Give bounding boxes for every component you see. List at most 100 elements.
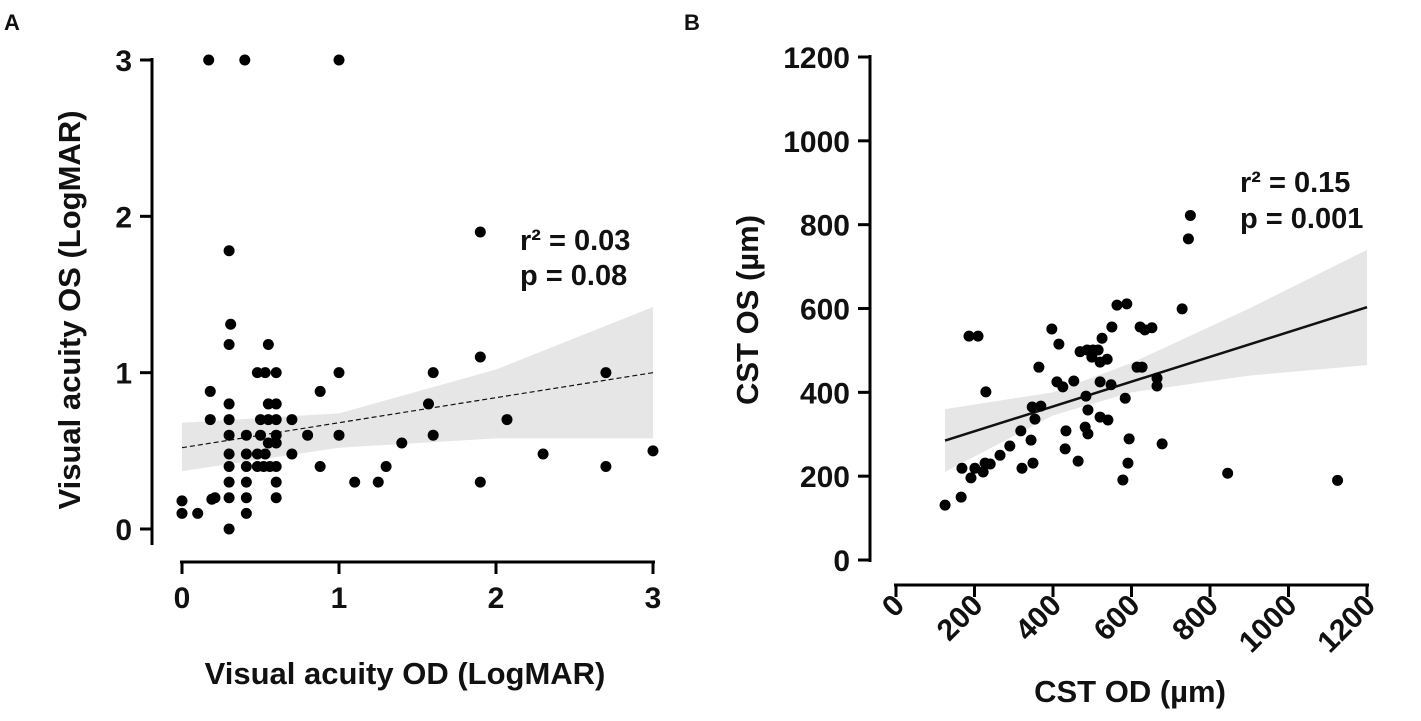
data-point bbox=[1086, 351, 1098, 363]
data-point bbox=[980, 386, 992, 398]
data-point bbox=[223, 429, 235, 441]
data-point bbox=[955, 491, 967, 503]
data-point bbox=[1027, 457, 1039, 469]
data-point bbox=[223, 414, 235, 426]
data-point bbox=[239, 54, 251, 66]
panel-label-a: A bbox=[4, 10, 20, 35]
data-point bbox=[600, 460, 612, 472]
data-point bbox=[255, 429, 266, 441]
data-points bbox=[176, 54, 659, 535]
data-point bbox=[203, 54, 215, 66]
data-point bbox=[314, 385, 326, 397]
data-point bbox=[965, 472, 977, 484]
y-tick-label: 200 bbox=[800, 461, 850, 494]
data-point bbox=[270, 437, 282, 449]
data-point bbox=[1026, 401, 1038, 413]
data-point bbox=[1080, 390, 1092, 402]
data-point bbox=[259, 367, 271, 379]
data-point bbox=[1025, 434, 1037, 446]
x-axis-title: Visual acuity OD (LogMAR) bbox=[205, 656, 606, 691]
data-point bbox=[1151, 380, 1163, 392]
data-point bbox=[240, 476, 252, 488]
data-point bbox=[984, 458, 996, 470]
data-point bbox=[380, 460, 392, 472]
data-point bbox=[427, 367, 439, 379]
data-point bbox=[1059, 443, 1071, 455]
data-point bbox=[1156, 438, 1168, 450]
data-point bbox=[1068, 375, 1080, 387]
x-tick-label: 2 bbox=[488, 582, 505, 615]
axes: 0 1 2 3 0 1 2 3 bbox=[115, 45, 661, 615]
data-point bbox=[1082, 428, 1094, 440]
data-point bbox=[223, 448, 235, 460]
data-point bbox=[1146, 322, 1158, 334]
ci-band bbox=[945, 249, 1367, 472]
data-point bbox=[1151, 372, 1163, 384]
x-tick-label: 1000 bbox=[1233, 589, 1304, 660]
data-point bbox=[1105, 379, 1117, 391]
data-point bbox=[270, 492, 282, 504]
x-tick-label: 3 bbox=[645, 582, 662, 615]
data-point bbox=[1122, 457, 1134, 469]
data-point bbox=[977, 466, 989, 478]
data-point bbox=[1119, 392, 1131, 404]
data-point bbox=[255, 414, 266, 426]
data-point bbox=[223, 245, 235, 257]
data-point bbox=[427, 429, 439, 441]
data-point bbox=[333, 367, 345, 379]
data-point bbox=[474, 476, 486, 488]
data-point bbox=[474, 351, 486, 363]
data-point bbox=[1092, 344, 1104, 356]
confidence-band bbox=[182, 307, 653, 472]
data-point bbox=[1033, 361, 1045, 373]
data-point bbox=[1102, 414, 1114, 426]
data-point bbox=[262, 339, 274, 351]
data-point bbox=[259, 448, 271, 460]
data-point bbox=[262, 414, 274, 426]
data-point bbox=[1106, 321, 1118, 333]
data-point bbox=[223, 339, 235, 351]
y-tick-label: 3 bbox=[115, 45, 132, 78]
data-point bbox=[204, 414, 216, 426]
data-point bbox=[223, 476, 235, 488]
p-value-annotation: p = 0.08 bbox=[520, 260, 627, 292]
data-point bbox=[963, 330, 975, 342]
x-tick-label: 600 bbox=[1088, 589, 1147, 648]
x-tick-label: 800 bbox=[1166, 589, 1225, 648]
y-tick-label: 0 bbox=[115, 514, 132, 547]
data-point bbox=[537, 448, 549, 460]
data-point bbox=[349, 476, 361, 488]
data-point bbox=[969, 462, 981, 474]
data-point bbox=[225, 318, 237, 330]
y-axis-title: CST OS (µm) bbox=[730, 215, 765, 405]
data-point bbox=[270, 414, 282, 426]
y-tick-label: 400 bbox=[800, 377, 850, 410]
r-squared-annotation: r² = 0.03 bbox=[520, 225, 630, 257]
data-point bbox=[223, 460, 235, 472]
data-point bbox=[223, 523, 235, 535]
data-point bbox=[286, 448, 298, 460]
panel-a: A 0 1 2 3 0 1 2 3 Visual acuity OD (LogMAR) Vis… bbox=[4, 10, 661, 691]
data-points bbox=[939, 209, 1344, 511]
data-point bbox=[192, 507, 204, 519]
data-point bbox=[1035, 400, 1047, 412]
data-point bbox=[1136, 361, 1148, 373]
x-tick-label: 200 bbox=[931, 589, 990, 648]
x-tick-label: 0 bbox=[876, 589, 911, 624]
data-point bbox=[314, 460, 326, 472]
data-point bbox=[270, 460, 282, 472]
data-point bbox=[251, 367, 263, 379]
data-point bbox=[1004, 440, 1016, 452]
data-point bbox=[956, 462, 968, 474]
data-point bbox=[262, 437, 274, 449]
data-point bbox=[501, 414, 513, 426]
data-point bbox=[333, 54, 345, 66]
data-point bbox=[209, 492, 221, 504]
data-point bbox=[1094, 376, 1106, 388]
data-point bbox=[223, 398, 235, 410]
x-axis-title: CST OD (µm) bbox=[1034, 674, 1226, 709]
y-tick-label: 2 bbox=[115, 201, 132, 234]
data-point bbox=[270, 398, 282, 410]
